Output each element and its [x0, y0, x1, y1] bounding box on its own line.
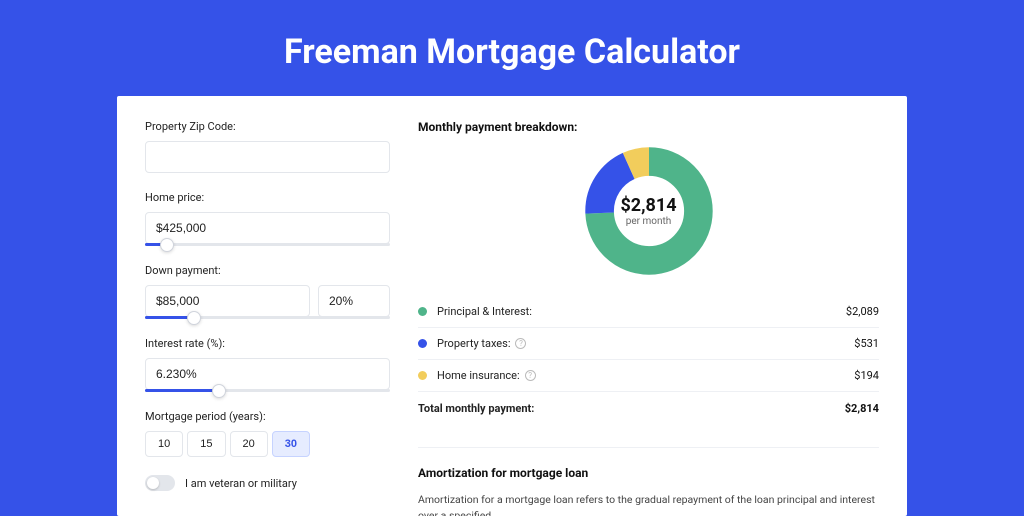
donut-sub: per month [620, 216, 676, 227]
down-pct-input[interactable] [318, 285, 390, 317]
period-btn-15[interactable]: 15 [187, 431, 225, 457]
legend-dot [418, 371, 427, 380]
legend-value: $194 [854, 369, 879, 382]
amort-text: Amortization for a mortgage loan refers … [418, 492, 879, 516]
breakdown-panel: Monthly payment breakdown: $2,814 per mo… [390, 120, 879, 492]
period-field: Mortgage period (years): 10152030 [145, 410, 390, 457]
zip-label: Property Zip Code: [145, 120, 390, 133]
legend-dot [418, 307, 427, 316]
period-btn-10[interactable]: 10 [145, 431, 183, 457]
down-slider[interactable] [145, 316, 390, 319]
down-slider-thumb[interactable] [187, 311, 201, 325]
legend-row-1: Property taxes:?$531 [418, 328, 879, 360]
info-icon[interactable]: ? [525, 370, 536, 381]
price-input[interactable] [145, 212, 390, 244]
legend-label: Property taxes:? [437, 337, 854, 350]
price-field: Home price: [145, 191, 390, 246]
down-label: Down payment: [145, 264, 390, 277]
legend-value: $531 [854, 337, 879, 350]
down-amount-input[interactable] [145, 285, 310, 317]
legend-dot [418, 339, 427, 348]
rate-field: Interest rate (%): [145, 337, 390, 392]
period-label: Mortgage period (years): [145, 410, 390, 423]
amortization-section: Amortization for mortgage loan Amortizat… [418, 447, 879, 516]
period-btn-20[interactable]: 20 [230, 431, 268, 457]
veteran-label: I am veteran or military [185, 477, 297, 490]
rate-slider[interactable] [145, 389, 390, 392]
total-value: $2,814 [845, 402, 879, 415]
donut-chart: $2,814 per month [584, 146, 714, 276]
breakdown-title: Monthly payment breakdown: [418, 120, 879, 134]
toggle-knob [147, 477, 159, 489]
amort-title: Amortization for mortgage loan [418, 466, 879, 480]
legend: Principal & Interest:$2,089Property taxe… [418, 296, 879, 391]
donut-center: $2,814 per month [620, 195, 676, 227]
veteran-toggle-row: I am veteran or military [145, 475, 390, 491]
legend-label: Principal & Interest: [437, 305, 846, 318]
legend-value: $2,089 [846, 305, 879, 318]
total-row: Total monthly payment: $2,814 [418, 391, 879, 425]
rate-slider-thumb[interactable] [212, 384, 226, 398]
legend-row-2: Home insurance:?$194 [418, 360, 879, 391]
info-icon[interactable]: ? [515, 338, 526, 349]
total-label: Total monthly payment: [418, 402, 845, 415]
zip-field: Property Zip Code: [145, 120, 390, 173]
rate-input[interactable] [145, 358, 390, 390]
legend-label: Home insurance:? [437, 369, 854, 382]
legend-row-0: Principal & Interest:$2,089 [418, 296, 879, 328]
period-button-group: 10152030 [145, 431, 390, 457]
veteran-toggle[interactable] [145, 475, 175, 491]
down-field: Down payment: [145, 264, 390, 319]
price-slider-thumb[interactable] [160, 238, 174, 252]
price-label: Home price: [145, 191, 390, 204]
rate-label: Interest rate (%): [145, 337, 390, 350]
donut-chart-wrap: $2,814 per month [418, 146, 879, 276]
form-panel: Property Zip Code: Home price: Down paym… [145, 120, 390, 492]
zip-input[interactable] [145, 141, 390, 173]
price-slider[interactable] [145, 243, 390, 246]
donut-amount: $2,814 [620, 195, 676, 216]
calculator-card: Property Zip Code: Home price: Down paym… [117, 96, 907, 516]
period-btn-30[interactable]: 30 [272, 431, 310, 457]
page-title: Freeman Mortgage Calculator [0, 0, 1024, 96]
